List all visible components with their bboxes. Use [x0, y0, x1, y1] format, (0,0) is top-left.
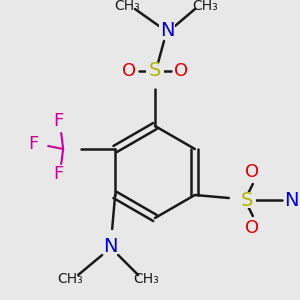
Text: O: O [122, 62, 136, 80]
Text: O: O [174, 62, 188, 80]
Text: O: O [245, 219, 259, 237]
Text: N: N [285, 190, 299, 209]
Text: S: S [149, 61, 161, 80]
Bar [238, 192, 256, 208]
Text: CH₃: CH₃ [133, 272, 159, 286]
Bar [159, 24, 175, 38]
Text: CH₃: CH₃ [114, 0, 140, 13]
Text: N: N [160, 22, 174, 40]
Text: F: F [53, 165, 63, 183]
Bar [121, 64, 137, 78]
Text: S: S [241, 190, 253, 209]
Text: F: F [53, 112, 63, 130]
Bar [102, 240, 118, 254]
Bar [244, 221, 260, 235]
Text: CH₃: CH₃ [192, 0, 218, 13]
Bar [173, 64, 189, 78]
Bar [146, 63, 164, 79]
Text: O: O [245, 163, 259, 181]
Text: N: N [103, 238, 117, 256]
Text: F: F [28, 135, 38, 153]
Text: CH₃: CH₃ [57, 272, 83, 286]
Bar [284, 193, 300, 207]
Bar [244, 165, 260, 179]
